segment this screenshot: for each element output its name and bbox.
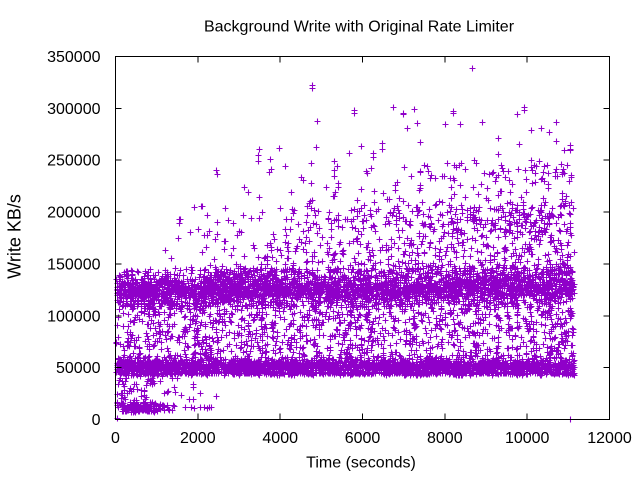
svg-text:0: 0	[92, 412, 101, 429]
svg-text:8000: 8000	[427, 430, 463, 447]
svg-text:100000: 100000	[47, 308, 100, 325]
svg-text:350000: 350000	[47, 49, 100, 66]
svg-text:250000: 250000	[47, 153, 100, 170]
svg-text:4000: 4000	[262, 430, 298, 447]
svg-text:50000: 50000	[56, 360, 101, 377]
svg-text:200000: 200000	[47, 205, 100, 222]
svg-text:12000: 12000	[587, 430, 632, 447]
svg-text:10000: 10000	[505, 430, 550, 447]
svg-text:300000: 300000	[47, 101, 100, 118]
svg-text:Time (seconds): Time (seconds)	[306, 455, 416, 472]
svg-text:2000: 2000	[180, 430, 216, 447]
svg-text:Write KB/s: Write KB/s	[5, 194, 25, 279]
svg-text:0: 0	[111, 430, 120, 447]
svg-text:150000: 150000	[47, 256, 100, 273]
svg-text:Background Write with Original: Background Write with Original Rate Limi…	[204, 19, 515, 36]
svg-text:6000: 6000	[345, 430, 381, 447]
